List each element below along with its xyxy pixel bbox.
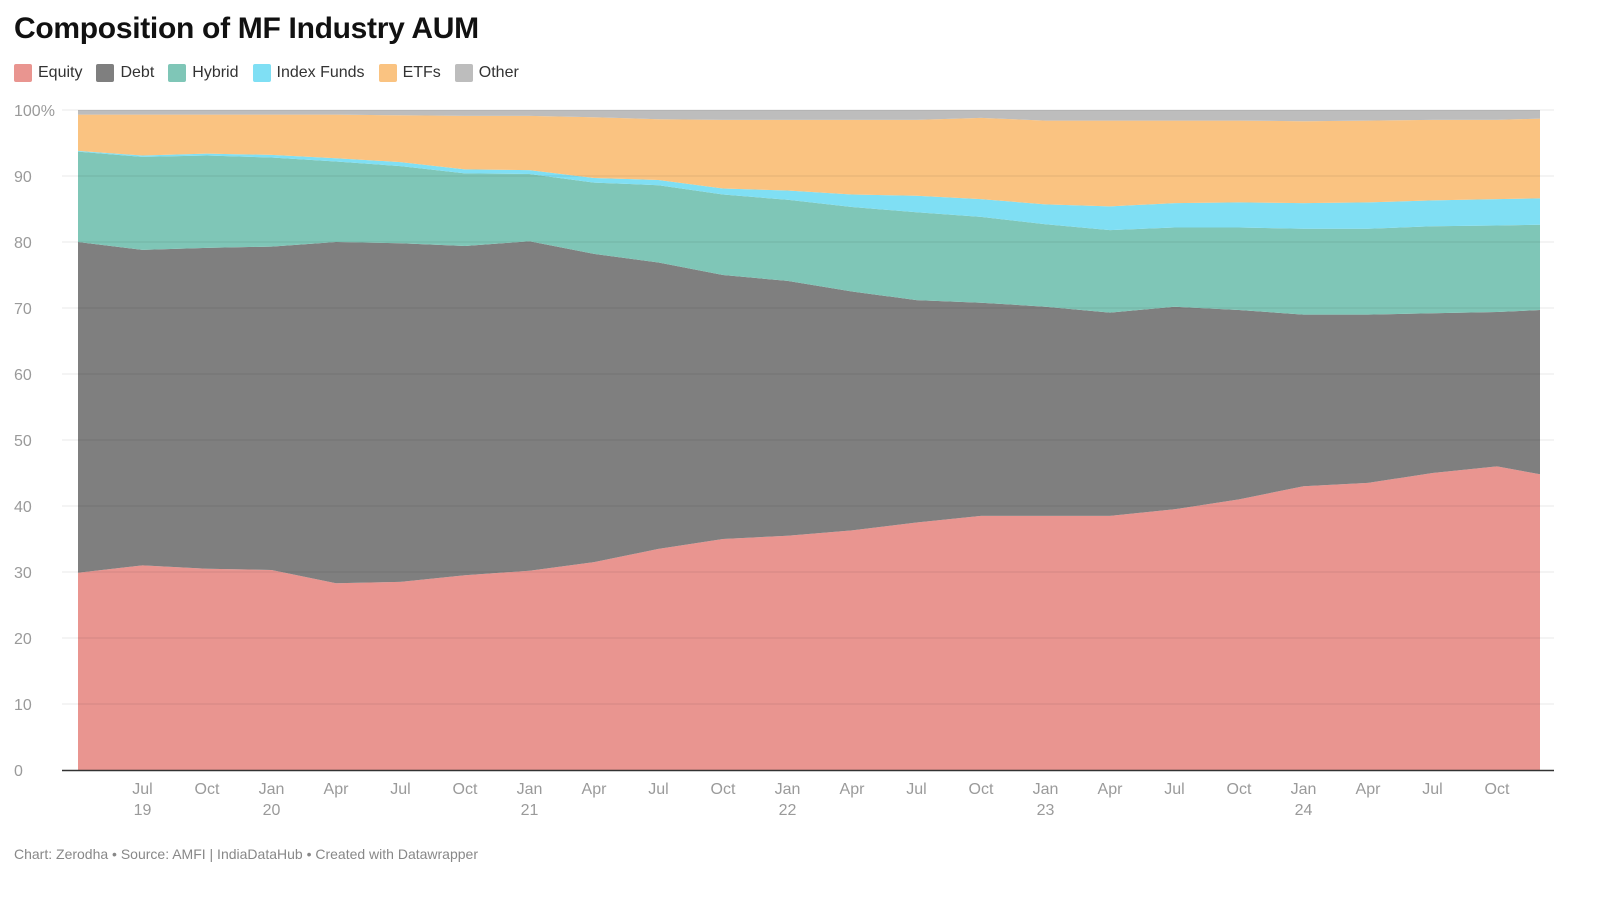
x-tick-label: Jul bbox=[648, 781, 668, 798]
x-tick-label: Jan bbox=[259, 781, 285, 798]
x-tick-label: Jul bbox=[1422, 781, 1442, 798]
y-tick-label: 20 bbox=[14, 631, 32, 648]
legend-item-etfs: ETFs bbox=[378, 64, 441, 82]
legend: Equity Debt Hybrid Index Funds ETFs Other bbox=[14, 64, 533, 82]
legend-swatch bbox=[168, 64, 187, 82]
y-tick-label: 0 bbox=[14, 763, 23, 780]
x-tick-label: Oct bbox=[1227, 781, 1252, 798]
x-tick-label: Jul bbox=[390, 781, 410, 798]
x-tick-label: Jan bbox=[775, 781, 801, 798]
y-tick-label: 70 bbox=[14, 301, 32, 318]
x-tick-label: Apr bbox=[1098, 781, 1124, 798]
area-hybrid bbox=[78, 151, 1540, 315]
x-tick-label: Apr bbox=[324, 781, 350, 798]
area-index-funds bbox=[78, 150, 1540, 231]
x-tick-year-label: 24 bbox=[1295, 802, 1313, 819]
legend-label: Debt bbox=[120, 64, 155, 81]
x-tick-label: Apr bbox=[582, 781, 608, 798]
y-tick-label: 10 bbox=[14, 697, 32, 714]
legend-item-index-funds: Index Funds bbox=[252, 64, 365, 82]
y-tick-label: 40 bbox=[14, 499, 32, 516]
gridlines bbox=[62, 109, 1554, 705]
x-tick-label: Jul bbox=[1164, 781, 1184, 798]
y-tick-label: 60 bbox=[14, 367, 32, 384]
x-tick-year-label: 19 bbox=[134, 802, 152, 819]
x-tick-label: Jan bbox=[1033, 781, 1059, 798]
legend-item-debt: Debt bbox=[96, 64, 154, 82]
x-tick-label: Oct bbox=[1485, 781, 1510, 798]
legend-label: Hybrid bbox=[192, 64, 239, 81]
legend-item-other: Other bbox=[454, 64, 519, 82]
chart-title: Composition of MF Industry AUM bbox=[14, 12, 479, 45]
legend-label: Other bbox=[478, 64, 519, 81]
y-tick-label: 100% bbox=[14, 103, 55, 120]
area-other bbox=[78, 110, 1540, 122]
x-tick-label: Oct bbox=[711, 781, 736, 798]
chart-footer: Chart: Zerodha • Source: AMFI | IndiaDat… bbox=[14, 846, 478, 862]
area-layers bbox=[78, 110, 1540, 770]
x-tick-year-label: 22 bbox=[779, 802, 797, 819]
legend-swatch bbox=[252, 64, 271, 82]
area-equity bbox=[78, 466, 1540, 770]
area-debt bbox=[78, 241, 1540, 584]
x-axis-labels: Jul 19 Oct Jan 20 Apr Jul Oct Jan 21 Apr Jul Oct Jan 2… bbox=[132, 781, 1510, 819]
legend-swatch bbox=[14, 64, 32, 82]
x-tick-label: Jan bbox=[517, 781, 543, 798]
legend-swatch bbox=[96, 64, 115, 82]
x-tick-label: Oct bbox=[969, 781, 994, 798]
x-tick-year-label: 23 bbox=[1037, 802, 1055, 819]
x-tick-label: Jan bbox=[1291, 781, 1317, 798]
legend-item-hybrid: Hybrid bbox=[168, 64, 239, 82]
x-tick-year-label: 20 bbox=[263, 802, 281, 819]
legend-label: Equity bbox=[38, 64, 83, 81]
legend-swatch bbox=[454, 64, 473, 82]
y-tick-label: 90 bbox=[14, 169, 32, 186]
x-tick-label: Oct bbox=[453, 781, 478, 798]
legend-label: Index Funds bbox=[276, 64, 365, 81]
x-tick-label: Apr bbox=[1356, 781, 1382, 798]
y-axis-labels: 0 10 20 30 40 50 60 70 80 90 100% bbox=[14, 103, 55, 780]
area-etfs bbox=[78, 114, 1540, 207]
legend-label: ETFs bbox=[402, 64, 441, 81]
x-tick-label: Jul bbox=[132, 781, 152, 798]
y-tick-label: 30 bbox=[14, 565, 32, 582]
x-tick-label: Jul bbox=[906, 781, 926, 798]
x-tick-label: Oct bbox=[195, 781, 220, 798]
x-tick-label: Apr bbox=[840, 781, 866, 798]
y-tick-label: 80 bbox=[14, 235, 32, 252]
legend-swatch bbox=[378, 64, 397, 82]
legend-item-equity: Equity bbox=[14, 64, 82, 82]
x-tick-year-label: 21 bbox=[521, 802, 539, 819]
y-tick-label: 50 bbox=[14, 433, 32, 450]
